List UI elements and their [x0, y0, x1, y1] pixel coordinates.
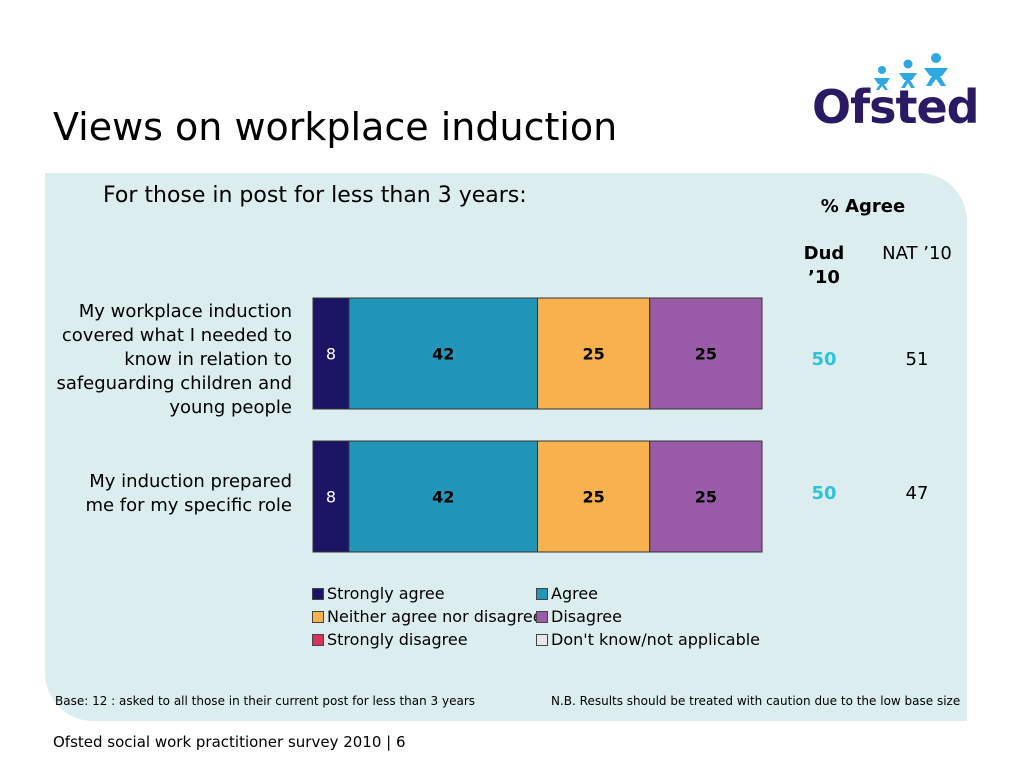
row1-dud-value: 50: [811, 349, 837, 370]
logo-stars-icon: [874, 53, 948, 90]
bar-2-neither-agree-nor-disagree: [537, 440, 651, 553]
row-label-safeguarding: My workplace induction covered what I ne…: [56, 301, 292, 418]
bar-label-1-1: 8: [326, 345, 336, 364]
legend-item-neither-agree-nor-disagree: Neither agree nor disagree: [312, 607, 543, 627]
page-footer: Ofsted social work practitioner survey 2…: [53, 733, 406, 751]
row1-nat-value: 51: [905, 349, 929, 370]
logo-text: Ofsted: [812, 80, 980, 134]
row2-nat-value: 47: [905, 483, 929, 504]
bar-label-2-2: 42: [432, 488, 454, 507]
legend-swatch: [312, 634, 324, 646]
legend-label: Disagree: [551, 607, 622, 626]
ofsted-logo: Ofsted: [812, 46, 980, 130]
legend-label: Neither agree nor disagree: [327, 607, 543, 626]
bar-1-agree: [348, 297, 539, 410]
legend-item-agree: Agree: [536, 584, 598, 604]
legend-item-disagree: Disagree: [536, 607, 622, 627]
agree-heading: % Agree: [820, 196, 906, 217]
bar-label-2-1: 8: [326, 488, 336, 507]
legend-item-strongly-disagree: Strongly disagree: [312, 630, 468, 650]
legend-label: Strongly disagree: [327, 630, 468, 649]
bar-1-strongly-agree: [312, 297, 350, 410]
bar-label-1-3: 25: [582, 345, 604, 364]
footnote-base: Base: 12 : asked to all those in their c…: [55, 694, 476, 708]
row2-dud-value: 50: [811, 483, 837, 504]
page-title: Views on workplace induction: [53, 105, 618, 149]
legend-swatch: [536, 588, 548, 600]
bar-2-agree: [348, 440, 539, 553]
row-label-specific-role: My induction prepared me for my specific…: [85, 471, 292, 516]
legend-item-strongly-agree: Strongly agree: [312, 584, 445, 604]
bar-2-strongly-agree: [312, 440, 350, 553]
legend-label: Don't know/not applicable: [551, 630, 761, 649]
legend-swatch: [312, 611, 324, 623]
bar-label-2-4: 25: [695, 488, 717, 507]
legend-item-don-t-know-not-applicable: Don't know/not applicable: [536, 630, 760, 650]
column-header-dud: Dud ’10: [803, 243, 845, 288]
legend-label: Strongly agree: [327, 584, 445, 603]
chart-subtitle: For those in post for less than 3 years:: [103, 183, 527, 208]
bar-label-1-4: 25: [695, 345, 717, 364]
legend-label: Agree: [551, 584, 599, 603]
bar-2-disagree: [649, 440, 763, 553]
legend-swatch: [536, 611, 548, 623]
bar-label-2-3: 25: [582, 488, 604, 507]
column-header-nat: NAT ’10: [882, 243, 952, 264]
bar-1-neither-agree-nor-disagree: [537, 297, 651, 410]
bar-label-1-2: 42: [432, 345, 454, 364]
legend-swatch: [536, 634, 548, 646]
bar-1-disagree: [649, 297, 763, 410]
legend-swatch: [312, 588, 324, 600]
footnote-caution: N.B. Results should be treated with caut…: [551, 694, 961, 708]
